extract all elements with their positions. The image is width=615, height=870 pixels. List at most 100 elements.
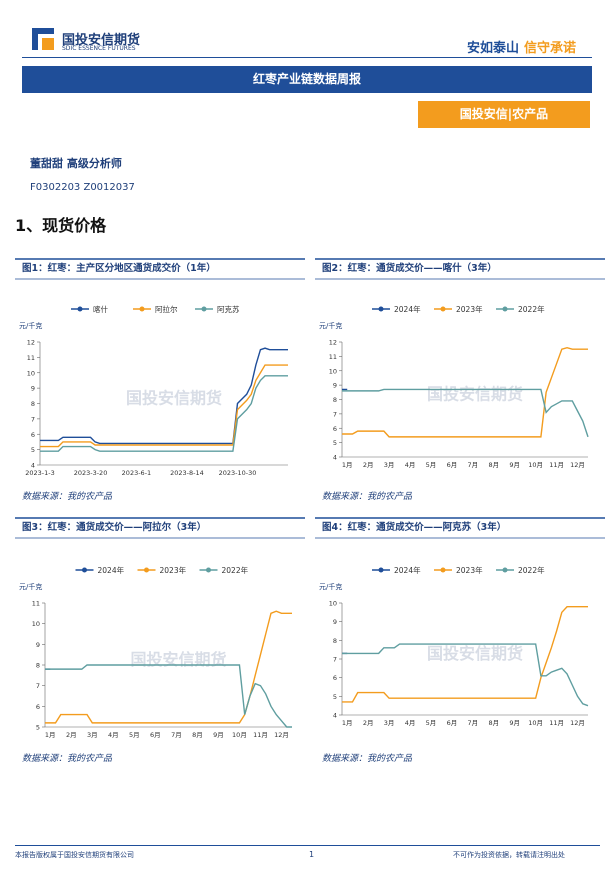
series-line [342, 643, 589, 707]
chart-title: 图2：红枣：通货成交价——喀什（3年） [322, 262, 497, 274]
x-tick-label: 10月 [232, 731, 247, 739]
y-tick-label: 5 [36, 724, 40, 732]
x-tick-label: 11月 [549, 719, 564, 727]
legend-label: 2023年 [160, 565, 187, 575]
series-line [342, 347, 588, 438]
rule [22, 57, 592, 58]
series-line [342, 388, 589, 438]
series-line [45, 664, 292, 728]
chart: 图3：红枣：通货成交价——阿拉尔（3年） 国投安信期货 元/千克 5 6 7 8 9 10 11 1… [15, 517, 305, 739]
legend-dot [139, 306, 145, 312]
rule [15, 845, 600, 846]
y-tick-label: 4 [333, 712, 337, 720]
source: 数据来源：我的农产品 [22, 754, 113, 764]
y-tick-label: 4 [333, 454, 337, 462]
y-unit: 元/千克 [19, 582, 42, 591]
x-tick-label: 11月 [253, 731, 268, 739]
legend-label: 2022年 [518, 565, 545, 575]
y-tick-label: 6 [36, 703, 40, 711]
y-tick-label: 5 [333, 693, 337, 701]
watermark: 国投安信期货 [126, 389, 222, 408]
x-tick-label: 3月 [384, 461, 395, 469]
chart: 图1：红枣：主产区分地区通货成交价（1年） 国投安信期货 元/千克 4 5 6 7 8 9 10 1… [15, 258, 305, 477]
x-tick-label: 12月 [274, 731, 289, 739]
series-line [40, 375, 288, 452]
x-tick-label: 3月 [384, 719, 395, 727]
x-tick-label: 10月 [528, 719, 543, 727]
y-unit: 元/千克 [19, 321, 42, 330]
x-tick-label: 9月 [213, 731, 224, 739]
y-tick-label: 10 [329, 600, 337, 608]
chart: 图2：红枣：通货成交价——喀什（3年） 国投安信期货 元/千克 4 5 6 7 8 9 10 11 1… [315, 258, 605, 469]
x-tick-label: 10月 [528, 461, 543, 469]
legend-label: 2024年 [394, 565, 421, 575]
y-tick-label: 9 [333, 618, 337, 626]
x-tick-label: 5月 [426, 719, 437, 727]
y-tick-label: 6 [31, 431, 35, 439]
y-tick-label: 11 [27, 354, 35, 362]
copyright: 本报告版权属于国投安信期货有限公司 [15, 851, 134, 859]
y-tick-label: 9 [333, 382, 337, 390]
legend-dot [378, 567, 384, 573]
disclaimer: 不可作为投资依据，转载请注明出处 [453, 851, 565, 859]
x-tick-label: 12月 [570, 719, 585, 727]
y-tick-label: 7 [333, 410, 337, 418]
x-tick-label: 8月 [488, 719, 499, 727]
watermark: 国投安信期货 [427, 385, 523, 404]
x-tick-label: 12月 [570, 461, 585, 469]
x-tick-label: 8月 [488, 461, 499, 469]
legend-label: 阿克苏 [217, 304, 240, 314]
legend-dot [201, 306, 207, 312]
x-tick-label: 2023-1-3 [25, 469, 55, 477]
chart-title: 图1：红枣：主产区分地区通货成交价（1年） [22, 262, 216, 274]
y-tick-label: 11 [329, 353, 337, 361]
y-tick-label: 10 [27, 369, 35, 377]
y-tick-label: 10 [329, 367, 337, 375]
series-line [342, 606, 588, 703]
legend-dot [77, 306, 83, 312]
company: 国投安信期货 [62, 33, 141, 48]
y-tick-label: 8 [36, 662, 40, 670]
x-tick-label: 11月 [549, 461, 564, 469]
legend-dot [502, 306, 508, 312]
x-tick-label: 9月 [509, 461, 520, 469]
chart: 图4：红枣：通货成交价——阿克苏（3年） 国投安信期货 元/千克 4 5 6 7 8 9 10 1月… [315, 517, 605, 727]
y-tick-label: 11 [32, 600, 40, 608]
legend-label: 2023年 [456, 304, 483, 314]
y-tick-label: 7 [31, 415, 35, 423]
source: 数据来源：我的农产品 [322, 754, 413, 764]
y-tick-label: 7 [36, 682, 40, 690]
x-tick-label: 2月 [363, 461, 374, 469]
source: 数据来源：我的农产品 [22, 492, 113, 502]
x-tick-label: 2023-10-30 [219, 469, 257, 477]
y-unit: 元/千克 [319, 321, 342, 330]
legend-label: 2024年 [394, 304, 421, 314]
x-tick-label: 5月 [129, 731, 140, 739]
legend-label: 喀什 [93, 304, 108, 314]
x-tick-label: 7月 [468, 461, 479, 469]
chart-title: 图4：红枣：通货成交价——阿克苏（3年） [322, 521, 506, 533]
logo-icon [32, 28, 54, 50]
legend-label: 2022年 [518, 304, 545, 314]
y-tick-label: 9 [31, 385, 35, 393]
x-tick-label: 2月 [363, 719, 374, 727]
watermark: 国投安信期货 [427, 644, 523, 663]
x-tick-label: 4月 [108, 731, 119, 739]
x-tick-label: 1月 [45, 731, 56, 739]
series-line [40, 364, 288, 448]
x-tick-label: 7月 [171, 731, 182, 739]
tag: 国投安信|农产品 [418, 101, 590, 128]
y-tick-label: 12 [329, 339, 337, 347]
author: 董甜甜 高级分析师 [30, 157, 122, 170]
legend-label: 2024年 [98, 565, 125, 575]
legend-label: 2023年 [456, 565, 483, 575]
x-tick-label: 6月 [447, 461, 458, 469]
y-tick-label: 5 [31, 446, 35, 454]
legend-dot [206, 567, 211, 573]
x-tick-label: 3月 [87, 731, 98, 739]
y-tick-label: 10 [32, 620, 40, 628]
x-tick-label: 6月 [150, 731, 161, 739]
slogan: 安如泰山 [467, 41, 520, 56]
x-tick-label: 2023-3-20 [74, 469, 108, 477]
y-tick-label: 8 [333, 396, 337, 404]
